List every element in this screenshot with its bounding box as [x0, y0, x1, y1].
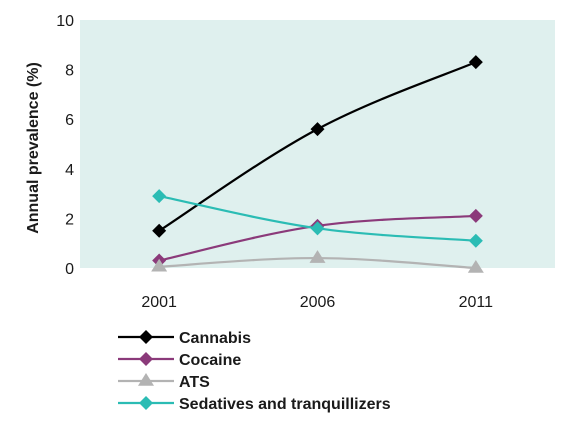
legend-marker	[139, 330, 153, 344]
series-layer	[151, 55, 484, 273]
legend-label: Cocaine	[179, 352, 241, 369]
series-ats	[151, 250, 484, 273]
legend-label: Sedatives and tranquillizers	[179, 396, 391, 413]
x-tick-label: 2006	[300, 294, 336, 311]
data-point	[468, 233, 483, 248]
x-axis: 2001 2006 2011	[141, 294, 493, 311]
y-tick-label: 4	[65, 162, 74, 179]
legend-marker	[138, 373, 154, 386]
y-tick-label: 0	[65, 261, 74, 278]
legend-label: Cannabis	[179, 330, 251, 347]
data-point	[468, 55, 483, 70]
y-axis-title: Annual prevalence (%)	[25, 62, 42, 234]
legend-item: Cocaine	[118, 352, 241, 369]
legend-item: Cannabis	[118, 330, 251, 347]
y-axis: 0 2 4 6 8 10	[56, 13, 74, 278]
series-sedatives-and-tranquillizers	[152, 189, 483, 248]
data-point	[467, 260, 484, 273]
data-point	[152, 189, 167, 204]
legend-marker	[139, 352, 153, 366]
x-tick-label: 2011	[459, 294, 494, 311]
data-point	[468, 208, 483, 223]
legend-label: ATS	[179, 374, 210, 391]
legend-item: Sedatives and tranquillizers	[118, 396, 391, 413]
data-point	[152, 223, 167, 238]
data-point	[310, 221, 325, 236]
data-point	[309, 250, 326, 263]
legend-marker	[139, 396, 153, 410]
data-point	[151, 258, 168, 272]
y-tick-label: 2	[65, 211, 74, 228]
x-tick-label: 2001	[141, 294, 177, 311]
y-tick-label: 10	[56, 13, 74, 30]
data-point	[310, 122, 325, 137]
legend-item: ATS	[118, 373, 210, 391]
legend: Cannabis Cocaine ATS Sedatives and tranquil…	[118, 330, 391, 413]
y-tick-label: 6	[65, 112, 74, 129]
y-tick-label: 8	[65, 63, 74, 80]
